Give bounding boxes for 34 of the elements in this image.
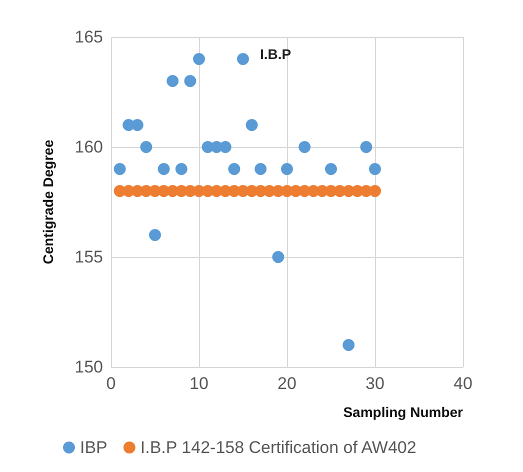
legend-label: I.B.P 142-158 Certification of AW402 <box>140 438 416 457</box>
point <box>272 251 284 263</box>
point <box>298 141 311 153</box>
point <box>114 163 126 175</box>
y-tick-label: 155 <box>74 248 103 266</box>
x-tick-label: 30 <box>366 374 384 393</box>
point <box>369 185 381 197</box>
point <box>369 163 381 175</box>
point <box>184 75 196 87</box>
y-tick-label: 160 <box>74 138 103 156</box>
point <box>193 53 205 65</box>
y-axis-title: Centigrade Degree <box>40 140 56 264</box>
y-tick-label: 150 <box>74 358 103 376</box>
point <box>166 75 179 87</box>
y-tick-label: 165 <box>74 28 103 46</box>
x-tick-label: 0 <box>106 374 116 393</box>
point <box>140 141 152 153</box>
point <box>158 163 170 175</box>
x-tick-label: 20 <box>278 374 296 393</box>
point <box>237 53 249 65</box>
point <box>325 163 337 175</box>
point <box>228 163 240 175</box>
point <box>360 141 372 153</box>
legend-label: IBP <box>80 438 108 457</box>
point <box>149 229 161 241</box>
point <box>246 119 258 131</box>
x-axis-title: Sampling Number <box>343 404 464 420</box>
text: I.B.P <box>260 46 292 62</box>
x-tick-label: 40 <box>454 374 472 393</box>
x-tick-label: 10 <box>190 374 208 393</box>
point <box>342 339 355 351</box>
point <box>175 163 188 175</box>
point <box>281 163 293 175</box>
point <box>254 163 267 175</box>
